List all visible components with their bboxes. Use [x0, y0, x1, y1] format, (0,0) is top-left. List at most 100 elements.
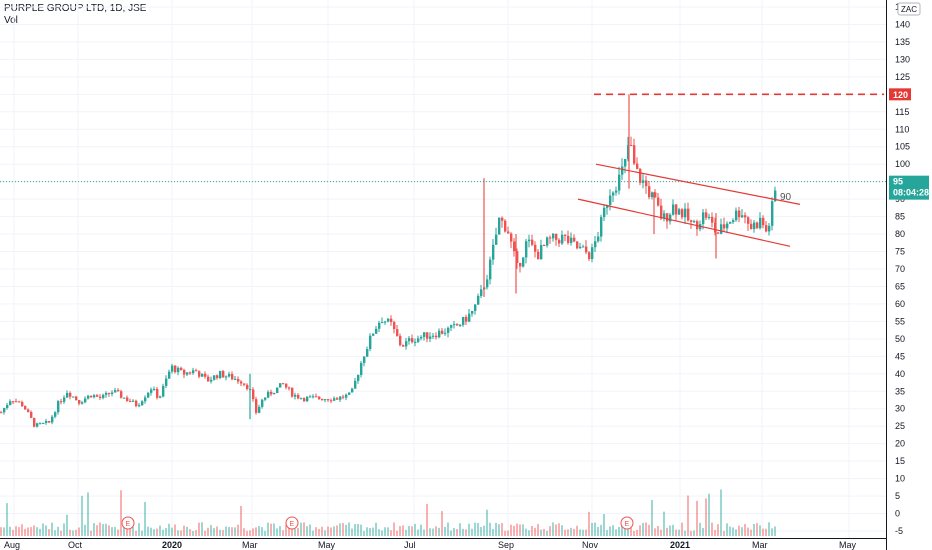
resistance-tag [889, 88, 911, 101]
volume-bar [177, 530, 179, 536]
volume-bar [444, 526, 446, 536]
volume-bar [630, 527, 632, 536]
y-tick-label: 0 [895, 509, 900, 519]
y-tick-label: 45 [895, 351, 905, 361]
candle-body [6, 405, 9, 409]
volume-bar [21, 524, 23, 536]
volume-bar [594, 522, 596, 536]
volume-bar [453, 527, 455, 536]
candle-body [579, 246, 582, 249]
volume-bar [75, 529, 77, 536]
candle-body [39, 423, 42, 425]
volume-bar [738, 525, 740, 536]
volume-bar [672, 524, 674, 536]
candle-body [93, 395, 96, 398]
volume-bar [384, 527, 386, 536]
drawings: 90 E E E [0, 93, 886, 530]
candle-body [393, 322, 396, 330]
volume-bar [561, 525, 563, 536]
candle-body [162, 385, 165, 397]
volume-bar [144, 502, 146, 536]
volume-bar [639, 525, 641, 536]
candle-body [528, 239, 531, 242]
volume-bar [735, 529, 737, 536]
volume-bar [756, 523, 758, 536]
volume-bar [432, 528, 434, 536]
candle-body [216, 375, 219, 379]
candle-body [195, 370, 198, 372]
candle-body [378, 322, 381, 329]
candle-body [738, 210, 741, 218]
candle-body [315, 396, 318, 398]
x-axis: Aug Oct 2020 Mar May Jul Sep Nov 2021 Mar May [0, 538, 886, 550]
candle-body [99, 396, 102, 398]
volume-bar [114, 526, 116, 536]
candle-body [159, 396, 162, 398]
volume-bar [108, 525, 110, 536]
candle-body [741, 215, 744, 218]
x-tick-label: 2020 [162, 540, 182, 550]
volume-bar [15, 526, 17, 536]
candle-body [105, 392, 108, 395]
volume-bar [642, 522, 644, 536]
candle-body [294, 394, 297, 397]
candle-body [549, 237, 552, 239]
volume-bar [189, 529, 191, 536]
candle-body [495, 234, 498, 245]
candle-body [45, 421, 48, 423]
candle-body [561, 234, 564, 244]
y-tick-label: 75 [895, 247, 905, 257]
volume-bar [84, 524, 86, 536]
candle-body [231, 374, 234, 380]
volume-bar [210, 525, 212, 536]
volume-bar [624, 524, 626, 536]
volume-bar [645, 522, 647, 536]
candle-body [372, 333, 375, 336]
volume-bar [0, 527, 2, 536]
volume-bar [543, 528, 545, 536]
candle-body [18, 401, 21, 403]
volume-bar [462, 528, 464, 536]
candle-body [744, 215, 747, 218]
candle-body [618, 174, 621, 191]
earnings-marker [121, 516, 135, 530]
volume-bar [657, 525, 659, 536]
candle-body [384, 321, 387, 323]
candle-body [435, 335, 438, 338]
candle-body [723, 224, 726, 229]
volume-bar [438, 527, 440, 536]
y-tick-label: 30 [895, 404, 905, 414]
volume-bar [675, 529, 677, 536]
candle-body [363, 356, 366, 363]
volume-bar [609, 526, 611, 536]
x-tick-label: Mar [242, 540, 258, 550]
volume-bar [270, 523, 272, 536]
candle-body [774, 190, 777, 202]
candle-body [477, 295, 480, 305]
candle-body [273, 393, 276, 395]
volume-bar [666, 527, 668, 536]
x-tick-label: Mar [752, 540, 768, 550]
volume-bar [240, 505, 242, 536]
candle-body [54, 412, 57, 417]
candle-body [498, 217, 501, 235]
candle-body [141, 401, 144, 406]
candle-body [567, 235, 570, 243]
candle-body [705, 212, 708, 218]
candle-body [186, 372, 189, 375]
candle-body [576, 241, 579, 249]
candle-body [375, 328, 378, 334]
candle-body [36, 423, 39, 427]
volume-bar [399, 526, 401, 536]
volume-bar [126, 525, 128, 536]
volume-bar [51, 522, 53, 536]
candle-body [759, 217, 762, 229]
candle-body [486, 279, 489, 288]
volume-bar [324, 530, 326, 536]
candle-body [636, 163, 639, 169]
volume-bar [357, 524, 359, 536]
volume-bar [309, 524, 311, 536]
volume-bar [117, 529, 119, 536]
candle-body [408, 338, 411, 342]
